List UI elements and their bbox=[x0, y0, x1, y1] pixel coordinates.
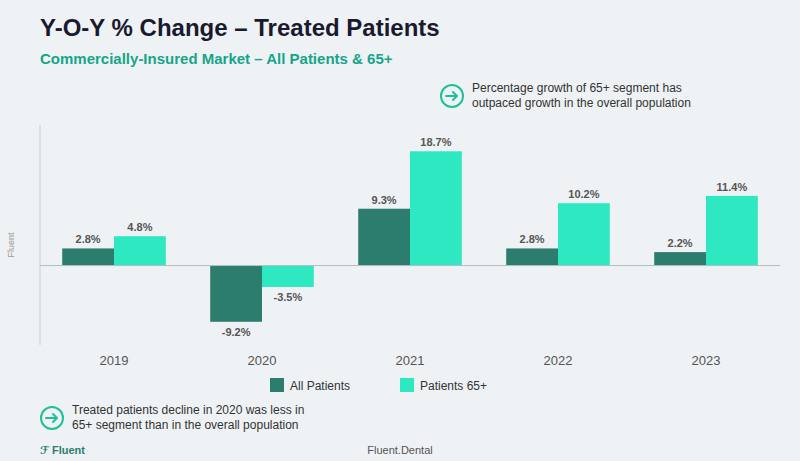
data-label: -3.5% bbox=[274, 291, 303, 303]
x-tick-label: 2022 bbox=[544, 353, 573, 368]
bar bbox=[654, 252, 706, 265]
background bbox=[0, 0, 800, 461]
x-tick-label: 2020 bbox=[248, 353, 277, 368]
footer-left: ℱ Fluent bbox=[40, 444, 85, 456]
icon-circle bbox=[441, 85, 463, 107]
bar bbox=[358, 209, 410, 266]
x-tick-label: 2021 bbox=[396, 353, 425, 368]
side-label: Fluent bbox=[6, 232, 16, 258]
data-label: 10.2% bbox=[568, 188, 599, 200]
x-tick-label: 2023 bbox=[692, 353, 721, 368]
data-label: 9.3% bbox=[372, 194, 397, 206]
data-label: 11.4% bbox=[717, 181, 748, 193]
legend: All Patients Patients 65+ bbox=[270, 378, 487, 393]
annotation-icon bbox=[41, 407, 63, 429]
data-label: 2.2% bbox=[668, 237, 693, 249]
x-tick-label: 2019 bbox=[100, 353, 129, 368]
data-label: 2.8% bbox=[520, 233, 545, 245]
annotation-icon bbox=[441, 85, 463, 107]
text-line: 65+ segment than in the overall populati… bbox=[72, 418, 299, 432]
legend-swatch bbox=[400, 378, 414, 392]
bar bbox=[506, 248, 558, 265]
footer-center: Fluent.Dental bbox=[367, 444, 432, 456]
data-label: 18.7% bbox=[420, 136, 451, 148]
bars bbox=[62, 151, 758, 322]
annotation: Treated patients decline in 2020 was les… bbox=[72, 403, 304, 432]
subtitle: Commercially-Insured Market – All Patien… bbox=[40, 50, 393, 67]
bar bbox=[62, 248, 114, 265]
legend-label: All Patients bbox=[290, 379, 350, 393]
bar bbox=[558, 203, 610, 265]
data-labels: 2.8% -9.2% 9.3% 2.8% 2.2% 4.8% -3.5% 18.7% 10.2%… bbox=[76, 136, 748, 338]
chart: Y-O-Y % Change – Treated Patients Commerc… bbox=[0, 0, 800, 461]
data-label: 4.8% bbox=[127, 221, 152, 233]
zero-line bbox=[40, 265, 780, 266]
bar bbox=[114, 236, 166, 265]
text-line: Treated patients decline in 2020 was les… bbox=[72, 403, 304, 417]
icon-arrow bbox=[446, 92, 457, 100]
icon-arrow bbox=[46, 414, 57, 422]
bar bbox=[210, 266, 262, 322]
text-line: outpaced growth in the overall populatio… bbox=[472, 96, 691, 110]
title: Y-O-Y % Change – Treated Patients bbox=[40, 14, 440, 41]
y-axis-line bbox=[40, 125, 41, 345]
x-axis: 2019 2020 2021 2022 2023 bbox=[100, 353, 721, 368]
legend-swatch bbox=[270, 378, 284, 392]
annotation: Percentage growth of 65+ segment hasoutp… bbox=[472, 81, 691, 110]
bar bbox=[262, 266, 314, 287]
text-line: Percentage growth of 65+ segment has bbox=[472, 81, 682, 95]
legend-label: Patients 65+ bbox=[420, 379, 487, 393]
icon-circle bbox=[41, 407, 63, 429]
bar bbox=[410, 151, 462, 265]
data-label: 2.8% bbox=[76, 233, 101, 245]
data-label: -9.2% bbox=[222, 326, 251, 338]
bar bbox=[706, 196, 758, 266]
